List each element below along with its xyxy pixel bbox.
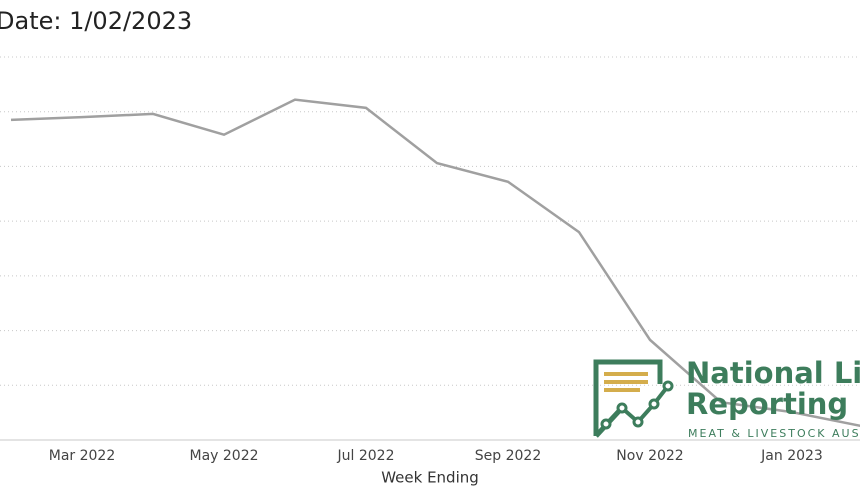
- x-tick-label: Sep 2022: [475, 448, 541, 464]
- logo-tagline: MEAT & LIVESTOCK AUST: [688, 427, 860, 440]
- x-tick-label: Jan 2023: [760, 448, 823, 464]
- logo-dots: [600, 380, 674, 430]
- x-tick-label: Jul 2022: [337, 448, 395, 464]
- x-tick-label: Mar 2022: [49, 448, 116, 464]
- plot-area: Mar 2022 May 2022 Jul 2022 Sep 2022 Nov 2022…: [0, 56, 860, 464]
- x-tick-label: May 2022: [189, 448, 258, 464]
- chart-title: Date: 1/02/2023: [0, 7, 192, 35]
- logo-text: National Liv: [686, 356, 860, 390]
- logo-frame: [593, 359, 663, 436]
- logo: National Liv Reporting S MEAT & LIVESTOC…: [593, 356, 860, 440]
- x-axis-label: Week Ending: [381, 469, 479, 487]
- x-tick-label: Nov 2022: [616, 448, 683, 464]
- logo-text: Reporting S: [686, 387, 860, 421]
- data-line: [10, 98, 860, 427]
- logo-bars: [604, 372, 648, 392]
